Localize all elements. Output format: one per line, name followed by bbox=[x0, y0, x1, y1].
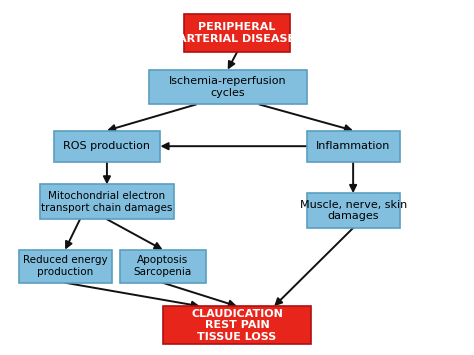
Text: Muscle, nerve, skin
damages: Muscle, nerve, skin damages bbox=[300, 200, 407, 222]
Text: Ischemia-reperfusion
cycles: Ischemia-reperfusion cycles bbox=[169, 76, 286, 98]
FancyBboxPatch shape bbox=[307, 131, 400, 162]
Text: PERIPHERAL
ARTERIAL DISEASE: PERIPHERAL ARTERIAL DISEASE bbox=[178, 22, 296, 44]
Text: Apoptosis
Sarcopenia: Apoptosis Sarcopenia bbox=[134, 255, 192, 277]
Text: Inflammation: Inflammation bbox=[316, 141, 390, 151]
FancyBboxPatch shape bbox=[149, 70, 307, 104]
FancyBboxPatch shape bbox=[54, 131, 160, 162]
Text: ROS production: ROS production bbox=[64, 141, 150, 151]
Text: Mitochondrial electron
transport chain damages: Mitochondrial electron transport chain d… bbox=[41, 191, 173, 213]
FancyBboxPatch shape bbox=[18, 250, 111, 283]
FancyBboxPatch shape bbox=[163, 306, 311, 344]
FancyBboxPatch shape bbox=[307, 193, 400, 228]
Text: Reduced energy
production: Reduced energy production bbox=[23, 255, 108, 277]
FancyBboxPatch shape bbox=[120, 250, 206, 283]
FancyBboxPatch shape bbox=[183, 14, 291, 52]
Text: CLAUDICATION
REST PAIN
TISSUE LOSS: CLAUDICATION REST PAIN TISSUE LOSS bbox=[191, 309, 283, 342]
FancyBboxPatch shape bbox=[40, 185, 174, 219]
